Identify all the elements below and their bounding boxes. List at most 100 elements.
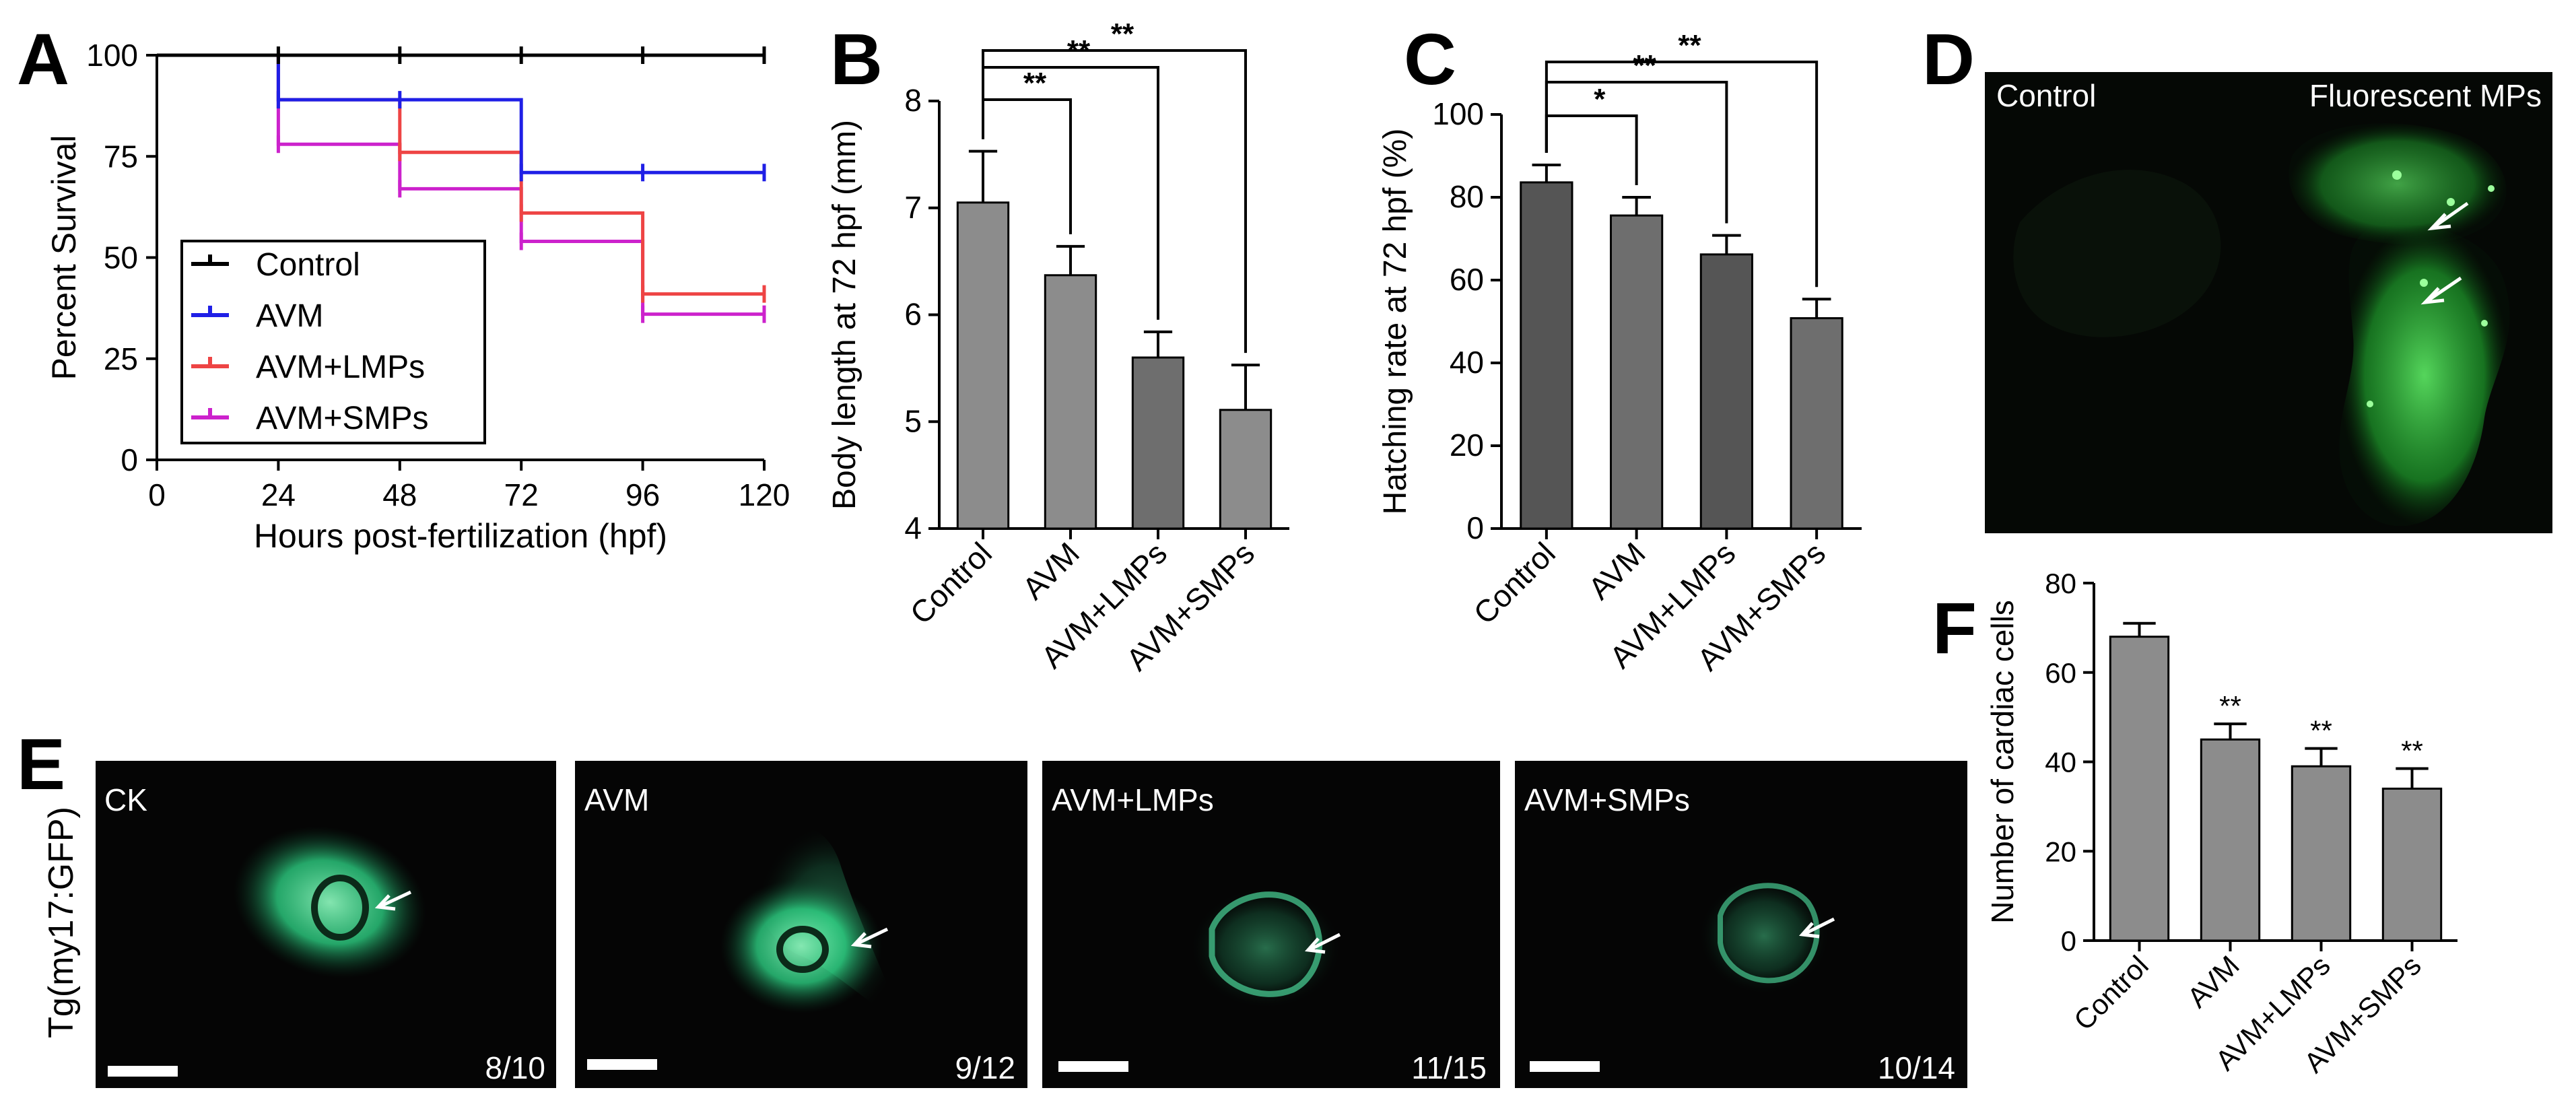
panel-letter-e: E — [17, 723, 65, 805]
significance-bracket — [1545, 61, 1819, 287]
y-tick-label: 50 — [104, 240, 138, 275]
heart-outline — [1718, 883, 1820, 984]
x-axis-title: Hours post-fertilization (hpf) — [254, 517, 667, 555]
y-tick-label: 40 — [2045, 747, 2076, 778]
y-axis-title: Percent Survival — [45, 135, 83, 380]
panel-e-ratio: 10/14 — [1878, 1050, 1955, 1085]
y-tick-label: 7 — [904, 190, 922, 225]
scale-bar — [1530, 1061, 1600, 1072]
bar — [1520, 181, 1573, 530]
legend-label: Control — [256, 247, 360, 283]
bar — [1790, 317, 1843, 530]
y-tick-label: 40 — [1450, 345, 1484, 380]
scale-bar — [1058, 1061, 1128, 1072]
y-tick-label: 75 — [104, 139, 138, 174]
significance-label: ** — [1633, 49, 1657, 82]
arrow-icon — [2427, 201, 2469, 231]
y-tick-label: 6 — [904, 297, 922, 332]
x-tick-label: 24 — [261, 477, 296, 512]
arrow-icon — [1798, 917, 1835, 939]
panel-d-control-label: Control — [1996, 78, 2096, 113]
y-tick-label: 8 — [904, 83, 922, 118]
y-tick-label: 5 — [904, 403, 922, 438]
bar — [1699, 253, 1753, 530]
fluorescent-particle — [2367, 401, 2373, 407]
y-tick-label: 0 — [121, 442, 138, 477]
arrow-icon — [850, 927, 889, 949]
survival-line — [157, 53, 764, 174]
control-larva-faint — [2013, 170, 2221, 337]
fluorescent-particle — [2420, 279, 2428, 287]
significance-label: ** — [2219, 690, 2241, 722]
panel-e-image-avm-smps: AVM+SMPs 10/14 — [1515, 761, 1967, 1088]
fluorescent-particle — [2488, 185, 2495, 192]
significance-label: ** — [1111, 18, 1134, 50]
y-tick-label: 20 — [1450, 428, 1484, 463]
y-tick-label: 0 — [1466, 510, 1484, 545]
y-tick-label: 60 — [2045, 657, 2076, 689]
bar — [2291, 765, 2352, 942]
panel-e-image-ck: CK 8/10 — [96, 761, 556, 1088]
y-tick-label: 4 — [904, 510, 922, 545]
y-axis-title: Number of cardiac cells — [1985, 600, 2020, 924]
panel-e-image-avm: AVM 9/12 — [575, 761, 1027, 1088]
fluorescent-particle — [2392, 170, 2402, 180]
x-tick-label: AVM — [1015, 535, 1086, 606]
bar — [1044, 274, 1097, 530]
panel-d-micrograph: Control Fluorescent MPs — [1985, 72, 2552, 533]
legend-label: AVM+LMPs — [256, 349, 425, 385]
panel-d-fluorescent-label: Fluorescent MPs — [2309, 78, 2542, 113]
x-tick-label: 0 — [148, 477, 166, 512]
panel-letter-f: F — [1932, 587, 1977, 669]
x-tick-label: AVM — [1582, 535, 1652, 606]
heart-chamber — [311, 875, 369, 941]
panel-e-label: CK — [104, 782, 147, 817]
x-tick-label: Control — [1466, 535, 1562, 631]
x-tick-label: Control — [2068, 949, 2155, 1036]
significance-label: ** — [1023, 67, 1047, 100]
y-tick-label: 80 — [1450, 179, 1484, 214]
bar — [1610, 214, 1664, 530]
bar — [2200, 738, 2261, 942]
panel-letter-c: C — [1404, 18, 1456, 100]
y-tick-label: 80 — [2045, 568, 2076, 599]
bar — [956, 201, 1010, 530]
x-tick-label: Control — [903, 535, 998, 631]
panel-e-ratio: 8/10 — [485, 1050, 545, 1085]
fluorescent-particle — [2481, 320, 2488, 327]
bar — [2109, 636, 2170, 942]
x-tick-label: 48 — [382, 477, 417, 512]
legend-label: AVM — [256, 298, 323, 334]
fluorescent-particle — [2447, 198, 2455, 206]
x-tick-label: 96 — [625, 477, 660, 512]
panel-e-label: AVM — [584, 782, 649, 817]
x-tick-label: 72 — [504, 477, 539, 512]
panel-e-label: AVM+SMPs — [1524, 782, 1690, 817]
panel-letter-a: A — [17, 18, 69, 100]
significance-label: * — [1594, 83, 1606, 116]
panel-letter-b: B — [830, 18, 883, 100]
larva-body-fluorescent — [2339, 224, 2510, 527]
significance-label: ** — [2401, 735, 2423, 766]
survival-chart: 0 24 48 72 96 120 0 25 50 75 100 Hours post-fertili… — [45, 38, 790, 555]
x-tick-label: AVM — [2181, 949, 2245, 1013]
y-tick-label: 25 — [104, 341, 138, 376]
arrow-icon — [1304, 933, 1341, 954]
legend-box — [180, 240, 486, 444]
significance-label: ** — [1678, 29, 1701, 62]
y-axis-title: Body length at 72 hpf (mm) — [827, 120, 862, 510]
arrow-icon — [2420, 276, 2462, 305]
legend-label: AVM+SMPs — [256, 401, 429, 436]
x-tick-label: 120 — [739, 477, 790, 512]
scale-bar — [108, 1066, 178, 1077]
panel-e-row-label: Tg(my17:GFP) — [42, 807, 81, 1038]
bar — [2381, 787, 2443, 942]
y-tick-label: 60 — [1450, 262, 1484, 297]
heart-fluorescence — [720, 879, 882, 1013]
y-tick-label: 20 — [2045, 836, 2076, 867]
y-axis-title: Hatching rate at 72 hpf (%) — [1378, 129, 1413, 515]
